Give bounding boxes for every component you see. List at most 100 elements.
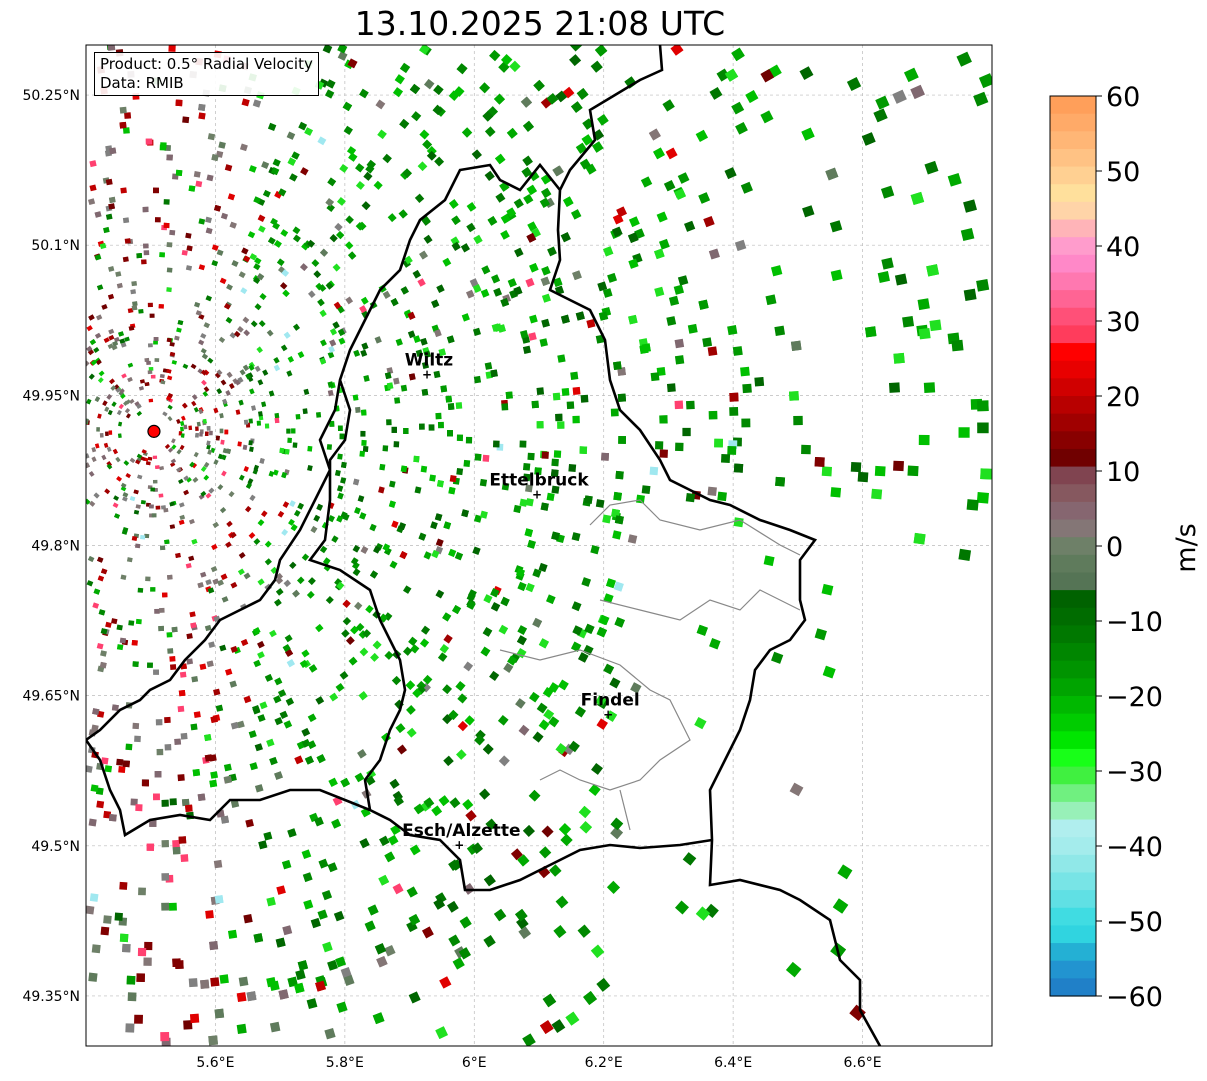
colorbar-band — [1050, 731, 1096, 750]
echo-gate — [603, 246, 614, 257]
map-frame — [85, 44, 993, 1047]
echo-gate — [977, 422, 989, 434]
echo-gate — [659, 415, 668, 424]
echo-gate — [147, 343, 153, 348]
echo-gate — [288, 518, 295, 526]
echo-gate — [696, 624, 708, 636]
echo-gate — [119, 933, 129, 943]
echo-gate — [108, 813, 117, 822]
colorbar-band — [1050, 378, 1096, 397]
echo-gate — [152, 479, 158, 484]
echo-gate — [270, 566, 278, 575]
echo-gate — [291, 428, 296, 434]
echo-gate — [880, 185, 895, 199]
echo-gate — [166, 267, 173, 273]
echo-gate — [391, 675, 402, 686]
echo-gate — [572, 625, 583, 636]
echo-gate — [166, 242, 173, 248]
echo-gate — [724, 68, 739, 82]
echo-gate — [129, 496, 136, 502]
echo-gate — [106, 446, 112, 453]
echo-gate — [471, 842, 484, 854]
echo-gate — [178, 502, 185, 508]
echo-gate — [166, 632, 173, 638]
colorbar-band — [1050, 660, 1096, 679]
echo-gate — [292, 323, 301, 331]
echo-gate — [269, 1021, 281, 1033]
echo-gate — [208, 487, 215, 494]
echo-gate — [276, 258, 285, 267]
echo-gate — [273, 469, 279, 476]
echo-gate — [122, 527, 129, 533]
echo-gate — [94, 396, 101, 403]
echo-gate — [555, 90, 568, 103]
echo-gate — [256, 273, 265, 281]
lat-tick-label: 49.95°N — [22, 388, 80, 404]
echo-gate — [479, 478, 488, 487]
echo-gate — [236, 1023, 247, 1035]
echo-gate — [395, 338, 403, 346]
echo-gate — [334, 222, 343, 232]
lon-tick-label: 6°E — [462, 1055, 487, 1071]
colorbar-band — [1050, 819, 1096, 838]
echo-gate — [357, 221, 367, 231]
echo-gate — [269, 629, 277, 638]
echo-gate — [329, 420, 335, 427]
echo-gate — [111, 618, 118, 625]
echo-gate — [516, 635, 527, 646]
echo-gate — [174, 335, 180, 341]
echo-gate — [204, 733, 212, 742]
echo-gate — [449, 474, 457, 483]
echo-gate — [334, 469, 341, 477]
echo-gate — [156, 748, 164, 756]
echo-gate — [258, 411, 263, 417]
echo-gate — [348, 251, 357, 260]
echo-gate — [980, 468, 992, 480]
echo-gate — [727, 325, 738, 336]
echo-gate — [120, 187, 127, 194]
echo-gate — [119, 388, 125, 394]
echo-gate — [336, 515, 344, 523]
echo-gate — [493, 93, 506, 105]
echo-gate — [627, 232, 639, 244]
echo-gate — [760, 68, 775, 83]
echo-gate — [421, 361, 430, 370]
echo-gate — [610, 817, 624, 831]
echo-gate — [201, 353, 208, 360]
echo-gate — [482, 743, 494, 755]
echo-gate — [452, 604, 462, 615]
echo-gate — [223, 763, 232, 772]
colorbar-band — [1050, 413, 1096, 432]
echo-gate — [560, 833, 573, 847]
echo-gate — [536, 421, 544, 429]
echo-gate — [169, 798, 177, 806]
echo-gate — [169, 524, 176, 530]
echo-gate — [382, 543, 391, 552]
echo-gate — [655, 441, 664, 450]
echo-gate — [497, 714, 509, 726]
echo-gate — [455, 681, 466, 692]
echo-gate — [91, 456, 97, 463]
echo-gate — [527, 221, 538, 232]
echo-gate — [390, 298, 399, 307]
echo-gate — [200, 490, 207, 497]
echo-gate — [421, 388, 429, 396]
echo-gate — [263, 831, 273, 841]
echo-gate — [225, 668, 233, 676]
echo-gate — [359, 305, 367, 314]
echo-gate — [442, 684, 453, 695]
echo-gate — [420, 337, 428, 346]
echo-gate — [355, 406, 361, 413]
echo-gate — [109, 147, 117, 155]
echo-gate — [837, 864, 853, 880]
echo-gate — [181, 798, 190, 807]
echo-gate — [717, 491, 727, 502]
echo-gate — [452, 957, 465, 970]
echo-gate — [202, 418, 207, 424]
echo-gate — [281, 859, 292, 870]
echo-gate — [763, 555, 775, 567]
echo-gate — [456, 63, 468, 75]
echo-gate — [105, 213, 113, 220]
echo-gate — [137, 587, 144, 593]
echo-gate — [603, 663, 615, 675]
